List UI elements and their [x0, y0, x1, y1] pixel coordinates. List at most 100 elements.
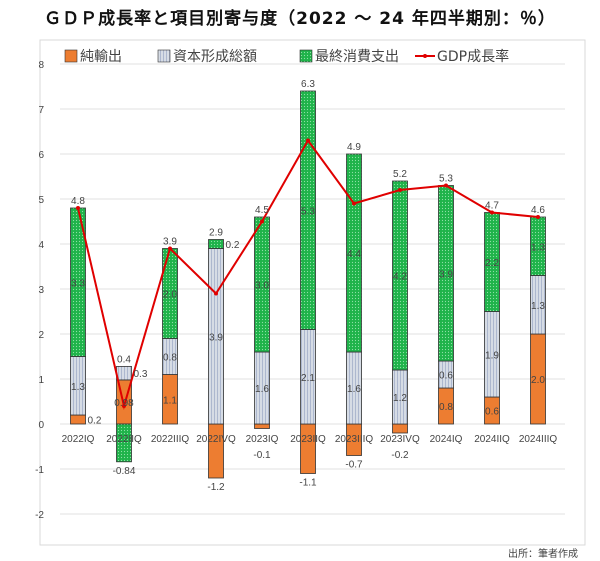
- net-exports-bar: [70, 414, 86, 425]
- source-note: 出所：筆者作成: [508, 549, 578, 560]
- legend-label: 最終消費支出: [315, 49, 399, 65]
- chart-title: ＧＤＰ成長率と項目別寄与度（2022 ～ 24 年四半期別：％）: [44, 9, 556, 29]
- y-tick-label: 1: [38, 375, 44, 386]
- gdp-point: [352, 201, 356, 206]
- net-exports-label: 0.6: [485, 407, 499, 418]
- net-exports-label: 0.98: [114, 398, 134, 409]
- net-exports-bar: [392, 423, 408, 434]
- gdp-value-label: 4.6: [531, 205, 545, 216]
- consumption-label: 3.9: [439, 269, 453, 280]
- consumption-label: 4.2: [393, 272, 407, 283]
- y-tick-label: -1: [35, 465, 44, 476]
- x-tick-label: 2023IQ: [246, 434, 279, 445]
- gdp-point: [536, 215, 540, 219]
- net-exports-label: -0.2: [391, 450, 409, 461]
- y-tick-label: 7: [38, 105, 44, 116]
- x-tick-label: 2022IVQ: [196, 434, 236, 445]
- legend-swatch: [157, 49, 171, 63]
- gdp-value-label: 0.4: [117, 354, 131, 365]
- gdp-point: [444, 183, 448, 188]
- capital-formation-bar: [116, 365, 132, 381]
- gdp-point: [490, 210, 494, 215]
- y-tick-label: -2: [35, 510, 44, 521]
- gdp-point: [398, 188, 402, 192]
- consumption-label: 2.2: [485, 258, 499, 269]
- capital-formation-label: 0.6: [439, 371, 453, 382]
- capital-formation-label: 1.9: [485, 350, 499, 361]
- x-tick-label: 2022IIIQ: [151, 434, 190, 445]
- gdp-value-label: 5.3: [439, 174, 453, 185]
- net-exports-label: 0.8: [439, 402, 453, 413]
- gdp-value-label: 4.9: [347, 142, 361, 153]
- gdp-point: [260, 219, 264, 224]
- legend-swatch: [64, 49, 78, 63]
- consumption-bar: [254, 216, 270, 353]
- capital-formation-label: 1.3: [531, 301, 545, 312]
- legend-label: 純輸出: [80, 49, 122, 65]
- net-exports-label: 0.2: [88, 416, 102, 427]
- consumption-label: 1.3: [531, 242, 545, 253]
- gdp-point: [214, 291, 218, 296]
- x-tick-label: 2024IIIQ: [519, 434, 558, 445]
- x-tick-label: 2022IIQ: [106, 434, 142, 445]
- net-exports-label: -1.1: [299, 478, 317, 489]
- consumption-label: 0.2: [226, 240, 240, 251]
- consumption-label: 5.3: [301, 206, 315, 217]
- y-tick-label: 6: [38, 150, 44, 161]
- legend-swatch: [299, 49, 313, 63]
- consumption-label: 3.0: [255, 281, 269, 292]
- net-exports-label: 1.1: [163, 395, 177, 406]
- capital-formation-label: 0.3: [134, 369, 148, 380]
- y-tick-label: 5: [38, 195, 44, 206]
- net-exports-label: -1.2: [207, 482, 225, 493]
- capital-formation-label: 1.6: [347, 384, 361, 395]
- legend-label: GDP成長率: [437, 48, 509, 65]
- x-tick-label: 2023IVQ: [380, 434, 420, 445]
- capital-formation-label: 0.8: [163, 353, 177, 364]
- legend-label: 資本形成総額: [173, 49, 257, 65]
- gdp-point: [306, 138, 310, 143]
- x-tick-label: 2024IQ: [430, 434, 463, 445]
- gdp-value-label: 3.9: [163, 237, 177, 248]
- capital-formation-label: 1.2: [393, 393, 407, 404]
- consumption-bar: [392, 180, 408, 371]
- gdp-value-label: 4.8: [71, 196, 85, 207]
- capital-formation-label: 1.6: [255, 384, 269, 395]
- y-tick-label: 4: [38, 240, 44, 251]
- net-exports-label: 2.0: [531, 375, 545, 386]
- x-tick-label: 2023IIIQ: [335, 434, 374, 445]
- y-tick-label: 3: [38, 285, 44, 296]
- gdp-value-label: 6.3: [301, 79, 315, 90]
- net-exports-label: -0.1: [253, 450, 271, 461]
- net-exports-bar: [300, 423, 316, 474]
- x-tick-label: 2024IIQ: [474, 434, 510, 445]
- consumption-label: 4.4: [347, 249, 361, 260]
- net-exports-bar: [208, 423, 224, 479]
- net-exports-bar: [254, 423, 270, 429]
- legend-marker: [423, 54, 427, 58]
- y-tick-label: 2: [38, 330, 44, 341]
- y-tick-label: 0: [38, 420, 44, 431]
- gdp-point: [168, 246, 172, 251]
- capital-formation-label: 1.3: [71, 382, 85, 393]
- gdp-value-label: 2.9: [209, 228, 223, 239]
- x-tick-label: 2023IIQ: [290, 434, 326, 445]
- capital-formation-label: 3.9: [209, 332, 223, 343]
- consumption-bar: [346, 153, 362, 353]
- consumption-label: 2.0: [163, 290, 177, 301]
- consumption-label: 3.3: [71, 278, 85, 289]
- gdp-point: [122, 404, 126, 408]
- x-tick-label: 2022IQ: [62, 434, 95, 445]
- gdp-point: [76, 206, 80, 210]
- consumption-bar: [208, 239, 224, 249]
- consumption-bar: [116, 423, 132, 463]
- consumption-label: -0.84: [113, 466, 136, 477]
- y-tick-label: 8: [38, 60, 44, 71]
- gdp-value-label: 4.7: [485, 201, 499, 212]
- consumption-bar: [300, 90, 316, 330]
- gdp-value-label: 4.5: [255, 205, 269, 216]
- net-exports-label: -0.7: [345, 460, 363, 471]
- gdp-value-label: 5.2: [393, 169, 407, 180]
- capital-formation-label: 2.1: [301, 373, 315, 384]
